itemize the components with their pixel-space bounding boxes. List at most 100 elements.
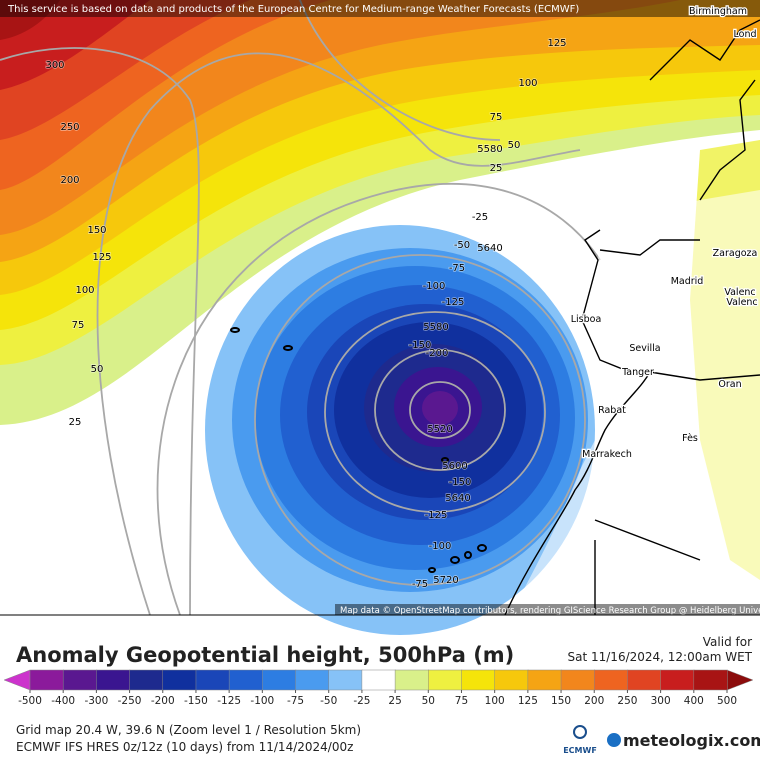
- contour-label: -150: [449, 477, 472, 488]
- ecmwf-label: ECMWF: [563, 746, 597, 755]
- colorbar-tick-label: 125: [518, 695, 538, 707]
- contour-label: -75: [449, 263, 465, 274]
- ecmwf-logo: [573, 725, 587, 739]
- contour-label: -125: [425, 510, 448, 521]
- colorbar-tick-label: 50: [422, 695, 435, 707]
- colorbar-tick-label: 500: [717, 695, 737, 707]
- contour-label: 5520: [427, 424, 452, 435]
- contour-label: 5600: [442, 461, 467, 472]
- map-credit: Map data © OpenStreetMap contributors, r…: [340, 606, 760, 616]
- colorbar-segment: [328, 669, 363, 691]
- contour-label: -100: [423, 281, 446, 292]
- contour-label: 5640: [477, 243, 502, 254]
- colorbar-tick-label: 75: [455, 695, 468, 707]
- band: [422, 391, 458, 425]
- colorbar-segment: [228, 669, 264, 691]
- map: This service is based on data and produc…: [0, 0, 760, 635]
- colorbar-segment: [129, 669, 164, 691]
- colorbar-tick-label: 300: [651, 695, 671, 707]
- map-labels: 300 250 200 150 125 100 75 50 25 125 100 75 50 25 -25 -…: [45, 5, 759, 591]
- contour-label: 25: [69, 417, 82, 428]
- colorbar-tick-label: -400: [51, 695, 75, 707]
- colorbar-segment: [494, 669, 529, 691]
- colorbar-segment: [560, 669, 595, 691]
- colorbar-tick-label: -200: [151, 695, 175, 707]
- colorbar-tick-label: -500: [18, 695, 42, 707]
- colorbar-tick-label: -125: [217, 695, 241, 707]
- colorbar-segment: [96, 669, 131, 691]
- colorbar-segment: [593, 669, 629, 691]
- colorbar-tick-label: 250: [617, 695, 637, 707]
- colorbar-tick-label: 100: [485, 695, 505, 707]
- contour-label: 150: [87, 225, 106, 236]
- colorbar-tick-label: 150: [551, 695, 571, 707]
- colorbar-segment: [461, 669, 496, 691]
- colorbar-segment: [295, 669, 330, 691]
- city-label: Marrakech: [582, 449, 632, 460]
- city-label: Valenc: [726, 297, 757, 308]
- city-label: Zaragoza: [713, 248, 758, 259]
- colorbar-segment: [62, 669, 98, 691]
- city-label: Madrid: [671, 276, 704, 287]
- colorbar-under: [3, 669, 31, 691]
- colorbar-tick-label: 400: [684, 695, 704, 707]
- contour-label: 75: [490, 112, 503, 123]
- valid-label: Valid for: [703, 635, 752, 649]
- coastline: [504, 19, 760, 616]
- contour-label: 125: [92, 252, 111, 263]
- contour-label: 100: [75, 285, 94, 296]
- islands: [230, 327, 487, 573]
- contour-label: 250: [60, 122, 79, 133]
- contour-label: -125: [442, 297, 465, 308]
- colorbar-tick-label: -50: [320, 695, 337, 707]
- contour-label: -25: [472, 212, 488, 223]
- city-label: Sevilla: [629, 343, 660, 354]
- colorbar-segment: [29, 669, 64, 691]
- colorbar-segment: [262, 669, 297, 691]
- attribution: This service is based on data and produc…: [7, 4, 579, 15]
- colorbar-tick-label: -25: [353, 695, 370, 707]
- contour-label: 125: [547, 38, 566, 49]
- contour-label: 75: [72, 320, 85, 331]
- colorbar-over: [726, 669, 754, 691]
- land: [510, 190, 760, 615]
- contour-label: 50: [91, 364, 104, 375]
- city-label: Valenc: [724, 287, 755, 298]
- colorbar-segment: [527, 669, 562, 691]
- city-label: Lisboa: [571, 314, 602, 325]
- colorbar-segment: [195, 669, 230, 691]
- city-label: Oran: [718, 379, 741, 390]
- contour-label: 300: [45, 60, 64, 71]
- credit-bar: [335, 604, 760, 615]
- city-label: Lond: [734, 29, 757, 40]
- attribution-bar: [0, 0, 760, 17]
- city-label: Fès: [682, 433, 698, 444]
- contour-label: 50: [508, 140, 521, 151]
- colorbar-tick-label: -300: [84, 695, 108, 707]
- colorbar: -500 -400 -300 -250 -200 -150 -125 -100 -75 -50 -2…: [3, 669, 754, 707]
- band: [0, 0, 60, 40]
- colorbar-tick-label: -150: [184, 695, 208, 707]
- city-label: Tanger: [621, 367, 654, 378]
- grid-info: Grid map 20.4 W, 39.6 N (Zoom level 1 / …: [16, 723, 361, 737]
- colorbar-segment: [627, 669, 662, 691]
- colorbar-segment: [693, 669, 728, 691]
- colorbar-segment: [361, 669, 396, 691]
- brand-logo: [607, 733, 621, 747]
- colorbar-tick-label: 25: [388, 695, 401, 707]
- brand: meteologix.com: [623, 731, 760, 750]
- colorbar-tick-label: 200: [584, 695, 604, 707]
- height-contours: [0, 0, 601, 616]
- contour-label: -75: [412, 579, 428, 590]
- colorbar-segment: [660, 669, 695, 691]
- contour-label: 200: [60, 175, 79, 186]
- contour-label: 25: [490, 163, 503, 174]
- colorbar-tick-label: -100: [250, 695, 274, 707]
- valid-time: Sat 11/16/2024, 12:00am WET: [568, 650, 753, 664]
- contour-label: 100: [518, 78, 537, 89]
- contour-label: 5580: [423, 322, 448, 333]
- contour-label: -150: [409, 340, 432, 351]
- colorbar-tick-label: -75: [287, 695, 304, 707]
- city-label: Rabat: [598, 405, 626, 416]
